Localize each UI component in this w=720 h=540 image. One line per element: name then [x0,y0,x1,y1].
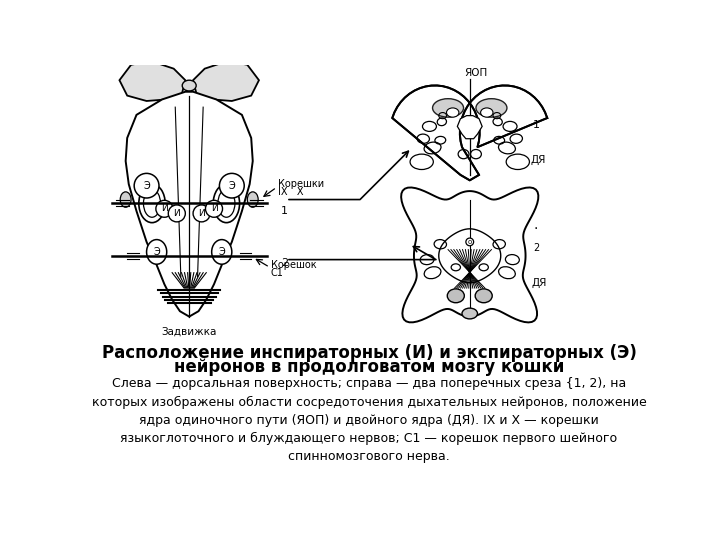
Ellipse shape [139,184,165,222]
Text: о: о [467,239,472,245]
Text: 2: 2 [281,259,288,268]
Text: Расположение инспираторных (И) и экспираторных (Э): Расположение инспираторных (И) и экспира… [102,343,636,362]
Circle shape [193,205,210,222]
Text: И: И [198,209,205,218]
Ellipse shape [147,240,167,264]
Ellipse shape [462,308,477,319]
Polygon shape [120,61,185,101]
Text: С1: С1 [271,268,284,278]
Text: Э: Э [228,181,235,191]
Polygon shape [392,85,547,180]
Circle shape [134,173,159,198]
Text: И: И [161,204,168,213]
Ellipse shape [447,289,464,303]
Circle shape [168,205,185,222]
Ellipse shape [182,80,196,91]
Text: Слева — дорсальная поверхность; справа — два поперечных среза {1, 2), на
которых: Слева — дорсальная поверхность; справа —… [91,377,647,463]
Polygon shape [126,92,253,316]
Text: Задвижка: Задвижка [161,327,217,336]
Ellipse shape [212,240,232,264]
Text: ·: · [534,222,538,236]
Text: ЯОП: ЯОП [464,68,487,78]
Circle shape [466,238,474,246]
Ellipse shape [475,289,492,303]
Text: ДЯ: ДЯ [532,278,547,288]
Text: IX   X: IX X [279,187,304,197]
Text: Корешки: Корешки [279,179,325,189]
Circle shape [220,173,244,198]
Text: И: И [174,209,180,218]
Polygon shape [193,61,259,101]
Text: Э: Э [218,247,225,257]
Circle shape [156,200,173,217]
Polygon shape [401,187,539,322]
Text: ДЯ: ДЯ [530,154,546,165]
Text: нейронов в продолговатом мозгу кошки: нейронов в продолговатом мозгу кошки [174,358,564,376]
Polygon shape [457,116,482,139]
Circle shape [205,200,222,217]
Text: Э: Э [153,247,160,257]
Text: И: И [211,204,217,213]
Text: 1: 1 [534,120,540,130]
Ellipse shape [433,99,464,117]
Ellipse shape [120,192,131,207]
Ellipse shape [248,192,258,207]
Ellipse shape [213,184,240,222]
Text: Э: Э [143,181,150,191]
Polygon shape [438,229,500,283]
Ellipse shape [481,108,493,117]
Text: Корешок: Корешок [271,260,316,270]
Text: 2: 2 [534,243,539,253]
Ellipse shape [476,99,507,117]
Text: 1: 1 [281,206,288,216]
Ellipse shape [446,108,459,117]
